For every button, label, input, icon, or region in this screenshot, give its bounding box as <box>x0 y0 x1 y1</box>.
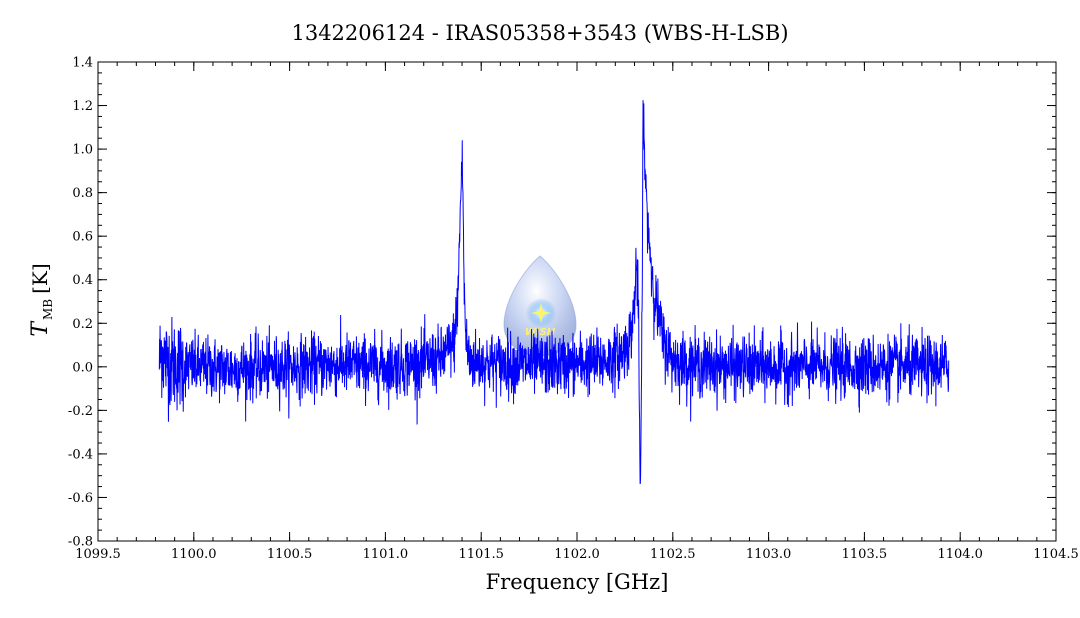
x-tick-label: 1101.5 <box>458 547 504 562</box>
x-tick-label: 1102.5 <box>650 547 696 562</box>
chart-title: 1342206124 - IRAS05358+3543 (WBS-H-LSB) <box>291 21 788 45</box>
y-axis: -0.8 -0.6 -0.4 -0.2 0.0 0.2 0.4 0.6 0.8 1.0 1.2 1.4 <box>68 56 1056 550</box>
y-tick-label: -0.4 <box>68 447 93 462</box>
y-axis-label-main: T <box>28 320 53 337</box>
y-tick-label: 1.4 <box>72 56 93 71</box>
y-axis-label: TMB [K] <box>28 263 55 336</box>
y-tick-label: 0.0 <box>72 360 93 375</box>
x-tick-label: 1099.5 <box>75 547 121 562</box>
y-tick-label: -0.2 <box>68 404 93 419</box>
y-tick-label: 1.2 <box>72 99 93 114</box>
wish-logo-star-icon <box>531 303 551 323</box>
x-tick-label: 1104.5 <box>1033 547 1079 562</box>
x-tick-label: 1101.0 <box>363 547 409 562</box>
x-tick-label: 1102.0 <box>554 547 600 562</box>
x-tick-label: 1100.5 <box>267 547 313 562</box>
x-axis: 1099.5 1100.0 1100.5 1101.0 1101.5 1102.0 1102… <box>75 62 1079 562</box>
y-tick-label: 0.2 <box>72 317 93 332</box>
y-axis-label-unit: [K] <box>28 263 52 294</box>
y-tick-label: 0.6 <box>72 230 93 245</box>
series-line <box>158 100 950 485</box>
wish-logo-text: WISH <box>525 327 556 338</box>
x-tick-label: 1100.0 <box>171 547 217 562</box>
y-tick-label: 0.8 <box>72 186 93 201</box>
y-tick-label: 0.4 <box>72 273 93 288</box>
wish-logo: WISH <box>503 255 577 357</box>
y-tick-label: 1.0 <box>72 143 93 158</box>
y-axis-label-sub: MB <box>41 299 55 320</box>
plot-frame <box>97 61 1057 542</box>
y-tick-label: -0.8 <box>68 535 93 550</box>
x-tick-label: 1103.5 <box>842 547 888 562</box>
y-tick-label: -0.6 <box>68 491 93 506</box>
x-tick-label: 1104.0 <box>937 547 983 562</box>
x-axis-label: Frequency [GHz] <box>486 570 669 594</box>
x-tick-label: 1103.0 <box>746 547 792 562</box>
